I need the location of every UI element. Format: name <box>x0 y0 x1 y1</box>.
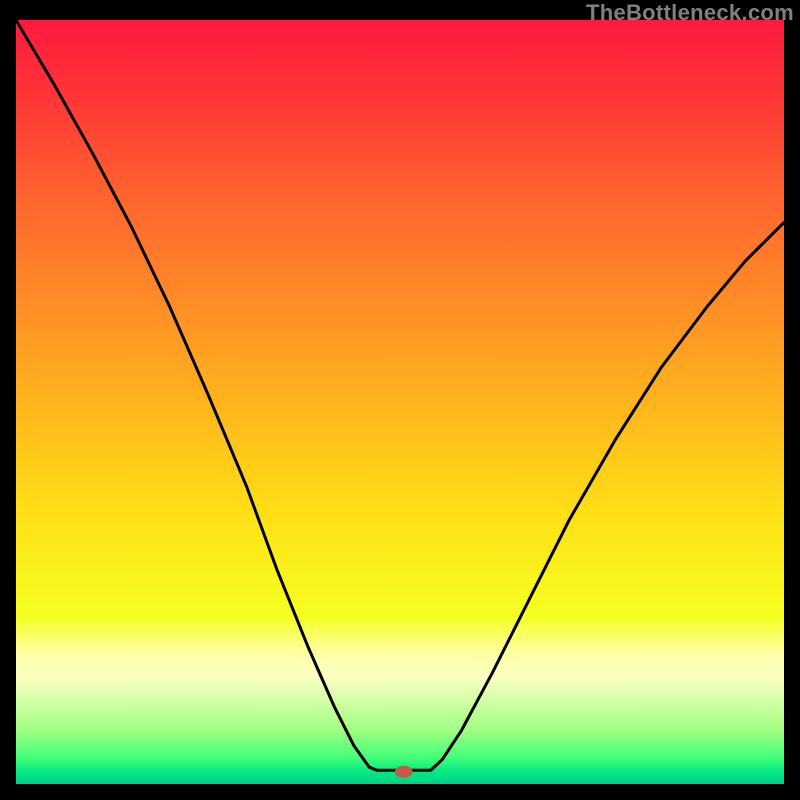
bottleneck-chart <box>0 0 800 800</box>
chart-background <box>16 20 784 784</box>
chart-root: TheBottleneck.com <box>0 0 800 800</box>
optimum-marker <box>395 766 413 778</box>
watermark-text: TheBottleneck.com <box>586 0 794 26</box>
